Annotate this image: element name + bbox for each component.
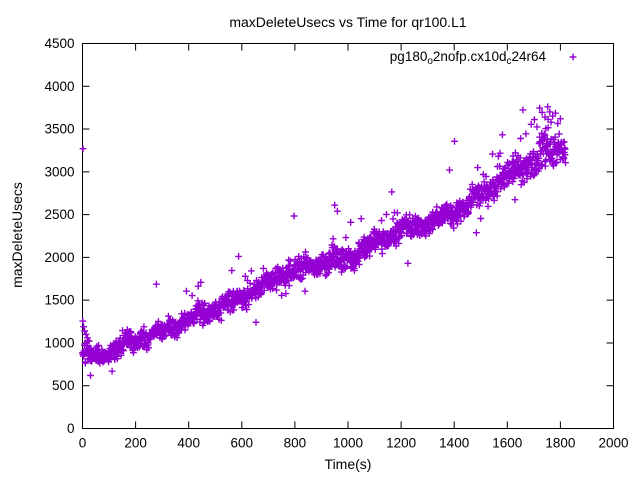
x-tick-label: 0 (79, 436, 87, 451)
legend-label-segment: 2nofp.cx10d (432, 49, 507, 64)
y-tick-label: 1000 (44, 335, 74, 350)
x-tick-label: 2000 (598, 436, 628, 451)
y-tick-label: 3500 (44, 122, 74, 137)
legend-label-segment: 24r64 (511, 49, 546, 64)
x-tick-label: 400 (177, 436, 200, 451)
legend-entry: pg180o2nofp.cx10dc24r64 (82, 49, 546, 67)
legend-label-subscript: o (427, 56, 433, 67)
legend-label: pg180o2nofp.cx10dc24r64 (389, 49, 546, 67)
legend-label-subscript: c (506, 56, 512, 67)
x-tick-label: 600 (231, 436, 254, 451)
legend-marker-icon (569, 53, 577, 61)
x-tick-label: 1800 (545, 436, 575, 451)
y-tick-label: 4500 (44, 36, 74, 51)
x-tick-label: 1600 (492, 436, 522, 451)
y-tick-label: 2500 (44, 207, 74, 222)
plot-border (82, 43, 614, 429)
y-tick-label: 500 (52, 378, 75, 393)
x-tick-label: 1200 (386, 436, 416, 451)
y-tick-label: 3000 (44, 164, 74, 179)
x-tick-label: 1400 (439, 436, 469, 451)
y-tick-label: 2000 (44, 250, 74, 265)
y-tick-label: 0 (67, 421, 75, 436)
x-tick-label: 800 (284, 436, 307, 451)
legend-label-segment: pg180 (389, 49, 428, 64)
x-axis-label: Time(s) (324, 456, 372, 472)
y-tick-label: 4000 (44, 79, 74, 94)
data-points-series (79, 103, 569, 379)
chart-title: maxDeleteUsecs vs Time for qr100.L1 (229, 14, 467, 30)
x-tick-label: 200 (124, 436, 147, 451)
axis-ticks (82, 43, 614, 429)
x-tick-label: 1000 (333, 436, 363, 451)
y-tick-label: 1500 (44, 293, 74, 308)
